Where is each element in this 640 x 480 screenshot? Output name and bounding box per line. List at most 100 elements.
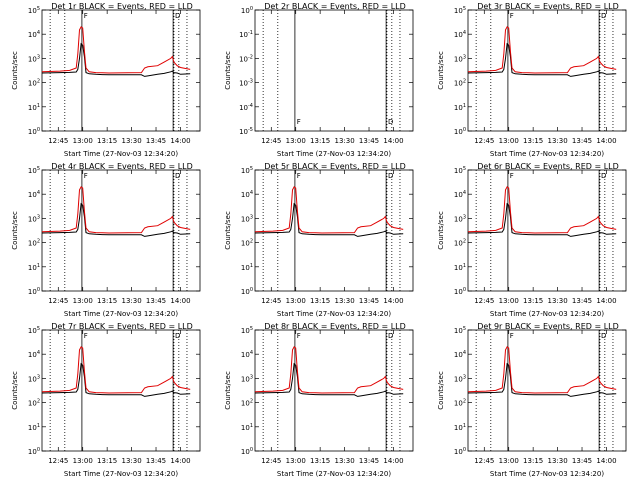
detector-panel-6: Det 6r BLACK = Events, RED = LLD Counts/s… [426, 160, 639, 320]
x-tick-label: 14:00 [596, 137, 616, 145]
panel-svg: Det 1r BLACK = Events, RED = LLD Counts/s… [11, 2, 201, 158]
x-tick-label: 12:45 [48, 457, 68, 465]
events-series-line [41, 202, 191, 237]
lld-series-line [41, 346, 191, 394]
y-tick-label: 100 [28, 447, 40, 456]
detector-panel-3: Det 3r BLACK = Events, RED = LLD Counts/s… [426, 0, 639, 160]
x-tick-label: 13:00 [73, 457, 93, 465]
lld-series-line [41, 26, 191, 74]
y-tick-label: 103 [28, 214, 40, 223]
x-tick-label: 13:30 [547, 137, 567, 145]
x-tick-label: 13:15 [310, 457, 330, 465]
detector-panel-4: Det 4r BLACK = Events, RED = LLD Counts/s… [0, 160, 213, 320]
panel-title: Det 3r BLACK = Events, RED = LLD [477, 2, 619, 11]
x-axis-label: Start Time (27-Nov-03 12:34:20) [277, 470, 391, 478]
y-axis-label: Counts/sec [11, 211, 19, 250]
x-tick-label: 13:30 [121, 457, 141, 465]
x-tick-label: 13:30 [334, 137, 354, 145]
y-tick-label: 102 [241, 239, 253, 248]
interval-label: F [297, 172, 301, 180]
y-tick-label: 101 [454, 423, 466, 432]
panel-title: Det 5r BLACK = Events, RED = LLD [264, 162, 406, 171]
events-series-line [467, 202, 617, 237]
detector-panel-5: Det 5r BLACK = Events, RED = LLD Counts/s… [213, 160, 426, 320]
x-tick-label: 13:30 [547, 297, 567, 305]
x-tick-label: 13:00 [499, 297, 519, 305]
x-axis-label: Start Time (27-Nov-03 12:34:20) [277, 310, 391, 318]
panel-title: Det 7r BLACK = Events, RED = LLD [51, 322, 193, 331]
lld-series-line [41, 186, 191, 234]
x-tick-label: 13:45 [359, 457, 379, 465]
x-tick-label: 13:00 [499, 457, 519, 465]
y-tick-label: 100 [454, 447, 466, 456]
x-tick-label: 14:00 [596, 297, 616, 305]
x-tick-label: 12:45 [474, 297, 494, 305]
x-axis-label: Start Time (27-Nov-03 12:34:20) [277, 150, 391, 158]
events-series-line [41, 42, 191, 77]
x-tick-label: 12:45 [48, 297, 68, 305]
x-tick-label: 12:45 [261, 137, 281, 145]
x-axis-label: Start Time (27-Nov-03 12:34:20) [64, 310, 178, 318]
x-tick-label: 13:30 [334, 457, 354, 465]
y-tick-label: 103 [241, 374, 253, 383]
x-tick-label: 13:45 [572, 297, 592, 305]
plot-frame [41, 329, 201, 452]
plot-frame [254, 169, 414, 292]
interval-label: D [601, 332, 606, 340]
plot-frame [254, 9, 414, 132]
interval-label: F [297, 332, 301, 340]
y-tick-label: 101 [28, 263, 40, 272]
y-tick-label: 10-2 [239, 54, 253, 63]
x-axis-label: Start Time (27-Nov-03 12:34:20) [490, 150, 604, 158]
y-tick-label: 10-3 [239, 79, 253, 88]
y-tick-label: 105 [454, 6, 466, 15]
x-tick-label: 13:45 [359, 297, 379, 305]
y-tick-label: 101 [28, 423, 40, 432]
interval-label: F [84, 172, 88, 180]
y-tick-label: 104 [28, 190, 40, 199]
events-series-line [41, 362, 191, 397]
events-series-line [254, 202, 404, 237]
x-tick-label: 13:15 [523, 297, 543, 305]
panel-title: Det 4r BLACK = Events, RED = LLD [51, 162, 193, 171]
x-tick-label: 13:00 [286, 297, 306, 305]
x-tick-label: 13:45 [146, 457, 166, 465]
x-tick-label: 14:00 [170, 137, 190, 145]
x-tick-label: 13:45 [572, 137, 592, 145]
y-axis-label: Counts/sec [437, 371, 445, 410]
y-axis-label: Counts/sec [437, 51, 445, 90]
interval-label: D [175, 172, 180, 180]
plot-frame [254, 329, 414, 452]
x-tick-label: 14:00 [596, 457, 616, 465]
y-axis-label: Counts/sec [11, 51, 19, 90]
panel-svg: Det 5r BLACK = Events, RED = LLD Counts/s… [224, 162, 414, 318]
y-tick-label: 101 [241, 423, 253, 432]
interval-label: F [84, 12, 88, 20]
y-axis-label: Counts/sec [224, 51, 232, 90]
x-tick-label: 12:45 [474, 137, 494, 145]
panel-svg: Det 3r BLACK = Events, RED = LLD Counts/s… [437, 2, 627, 158]
plot-frame [467, 169, 627, 292]
x-tick-label: 13:00 [499, 137, 519, 145]
panel-title: Det 1r BLACK = Events, RED = LLD [51, 2, 193, 11]
y-tick-label: 100 [28, 127, 40, 136]
panel-title: Det 9r BLACK = Events, RED = LLD [477, 322, 619, 331]
x-tick-label: 14:00 [170, 457, 190, 465]
panel-svg: Det 9r BLACK = Events, RED = LLD Counts/s… [437, 322, 627, 478]
y-tick-label: 103 [28, 54, 40, 63]
y-tick-label: 101 [454, 263, 466, 272]
y-tick-label: 104 [241, 190, 253, 199]
x-tick-label: 13:30 [547, 457, 567, 465]
y-tick-label: 10-5 [239, 127, 253, 136]
x-tick-label: 13:00 [286, 137, 306, 145]
lld-series-line [467, 26, 617, 74]
x-tick-label: 13:00 [286, 457, 306, 465]
y-tick-label: 104 [28, 350, 40, 359]
x-tick-label: 14:00 [383, 137, 403, 145]
y-tick-label: 104 [454, 350, 466, 359]
y-tick-label: 100 [454, 127, 466, 136]
panel-title: Det 8r BLACK = Events, RED = LLD [264, 322, 406, 331]
lld-series-line [254, 186, 404, 234]
x-tick-label: 13:00 [73, 137, 93, 145]
y-tick-label: 102 [28, 239, 40, 248]
